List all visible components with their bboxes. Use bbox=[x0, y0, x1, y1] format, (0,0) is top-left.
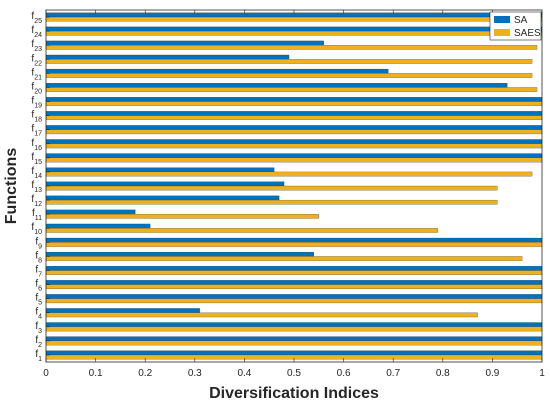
y-tick-label: f20 bbox=[31, 81, 42, 95]
x-tick-label: 1 bbox=[539, 368, 545, 379]
bar-sa-f20 bbox=[45, 83, 508, 88]
y-tick-label: f22 bbox=[31, 53, 42, 67]
bar-saes-f12 bbox=[45, 199, 498, 205]
bar-saes-f24 bbox=[45, 30, 543, 36]
legend-swatch-sa bbox=[494, 16, 510, 23]
bar-saes-f21 bbox=[45, 73, 533, 78]
x-tick-label: 0.3 bbox=[188, 368, 202, 379]
bar-sa-f22 bbox=[45, 54, 290, 60]
x-tick-label: 0.8 bbox=[436, 368, 450, 379]
legend-label-saes: SAES bbox=[514, 28, 541, 39]
bar-saes-f11 bbox=[45, 214, 319, 219]
bar-saes-f22 bbox=[45, 59, 533, 64]
bar-saes-f8 bbox=[45, 256, 523, 261]
bar-saes-f25 bbox=[45, 16, 543, 22]
bar-saes-f5 bbox=[45, 298, 543, 304]
y-tick-label: f15 bbox=[31, 152, 42, 166]
bar-saes-f2 bbox=[45, 340, 543, 346]
y-tick-label: f21 bbox=[31, 67, 42, 81]
x-tick-label: 0.2 bbox=[138, 368, 152, 379]
bar-sa-f12 bbox=[45, 195, 280, 201]
bar-sa-f11 bbox=[45, 209, 136, 215]
x-tick-label: 0.7 bbox=[386, 368, 400, 379]
bar-sa-f24 bbox=[45, 26, 543, 32]
x-tick-label: 0.6 bbox=[337, 368, 351, 379]
bar-sa-f3 bbox=[45, 322, 543, 327]
bar-saes-f23 bbox=[45, 45, 538, 50]
y-tick-label: f5 bbox=[35, 293, 42, 307]
bar-saes-f20 bbox=[45, 87, 538, 92]
bar-sa-f18 bbox=[45, 111, 543, 116]
y-tick-label: f10 bbox=[31, 222, 42, 236]
x-tick-label: 0.1 bbox=[89, 368, 103, 379]
legend-label-sa: SA bbox=[514, 15, 528, 26]
bar-sa-f13 bbox=[45, 181, 285, 187]
bar-saes-f10 bbox=[45, 228, 438, 233]
bar-sa-f15 bbox=[45, 153, 543, 158]
bar-sa-f4 bbox=[45, 308, 200, 313]
y-tick-label: f1 bbox=[35, 349, 42, 363]
y-tick-label: f7 bbox=[35, 264, 42, 278]
bar-sa-f5 bbox=[45, 294, 543, 299]
x-axis-title: Diversification Indices bbox=[209, 385, 379, 402]
bar-saes-f3 bbox=[45, 326, 543, 332]
bar-saes-f6 bbox=[45, 284, 543, 289]
bar-sa-f1 bbox=[45, 350, 543, 356]
bar-saes-f16 bbox=[45, 143, 543, 149]
bar-saes-f9 bbox=[45, 242, 543, 247]
bar-sa-f14 bbox=[45, 167, 275, 173]
plot-area-frame bbox=[45, 9, 543, 363]
bar-saes-f13 bbox=[45, 185, 498, 191]
y-tick-label: f6 bbox=[35, 279, 42, 293]
y-tick-labels: f1f2f3f4f5f6f7f8f9f10f11f12f13f14f15f16f… bbox=[31, 11, 50, 363]
y-tick-label: f24 bbox=[31, 25, 42, 39]
bar-saes-f7 bbox=[45, 270, 543, 275]
bar-saes-f14 bbox=[45, 171, 533, 177]
legend-swatch-saes bbox=[494, 29, 510, 36]
bar-sa-f21 bbox=[45, 68, 389, 74]
bar-sa-f2 bbox=[45, 336, 543, 342]
bar-sa-f7 bbox=[45, 266, 543, 271]
y-tick-label: f9 bbox=[35, 236, 42, 250]
bar-sa-f10 bbox=[45, 223, 151, 229]
y-tick-label: f13 bbox=[31, 180, 42, 194]
x-tick-label: 0.4 bbox=[237, 368, 251, 379]
bar-saes-f19 bbox=[45, 101, 543, 106]
x-tick-label: 0.5 bbox=[287, 368, 301, 379]
bar-sa-f6 bbox=[45, 280, 543, 285]
x-tick-label: 0 bbox=[43, 368, 49, 379]
bar-sa-f19 bbox=[45, 97, 543, 102]
bar-saes-f17 bbox=[45, 129, 543, 135]
bar-saes-f18 bbox=[45, 115, 543, 121]
y-tick-label: f3 bbox=[35, 321, 42, 335]
y-tick-label: f17 bbox=[31, 124, 42, 138]
bars-layer bbox=[45, 12, 543, 360]
y-tick-label: f12 bbox=[31, 194, 42, 208]
y-axis-title: Functions bbox=[3, 148, 20, 225]
bar-sa-f16 bbox=[45, 139, 543, 144]
x-tick-label: 0.9 bbox=[485, 368, 499, 379]
y-tick-label: f8 bbox=[35, 250, 42, 264]
y-tick-label: f11 bbox=[32, 208, 42, 222]
y-tick-label: f18 bbox=[31, 110, 42, 124]
y-tick-label: f25 bbox=[31, 11, 42, 25]
bar-sa-f17 bbox=[45, 125, 543, 130]
y-tick-label: f23 bbox=[31, 39, 42, 53]
x-tick-labels: 0 0.1 0.2 0.3 0.4 0.5 0.6 0.7 0.8 0.9 1 bbox=[43, 10, 545, 379]
bar-saes-f4 bbox=[45, 312, 478, 318]
y-tick-label: f2 bbox=[35, 335, 42, 349]
y-tick-label: f19 bbox=[31, 96, 42, 110]
y-tick-label: f4 bbox=[35, 307, 42, 321]
bar-sa-f8 bbox=[45, 251, 314, 257]
y-tick-label: f14 bbox=[31, 166, 42, 180]
bar-sa-f9 bbox=[45, 237, 543, 243]
y-tick-label: f16 bbox=[31, 138, 42, 152]
bar-saes-f15 bbox=[45, 157, 543, 163]
legend: SA SAES bbox=[489, 11, 542, 41]
bar-sa-f23 bbox=[45, 40, 324, 46]
